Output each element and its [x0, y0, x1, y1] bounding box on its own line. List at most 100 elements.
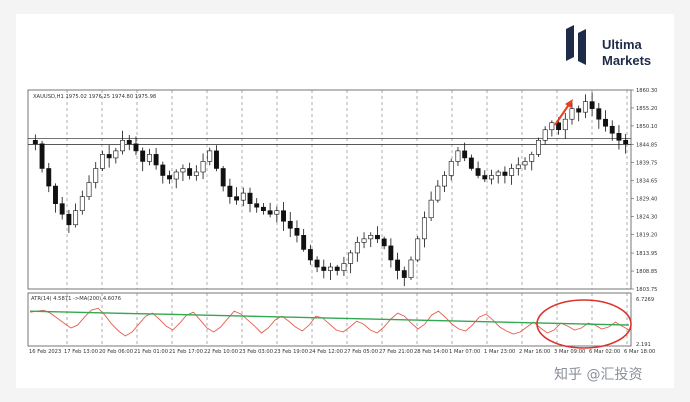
candle-body [475, 168, 481, 176]
candle-body [375, 235, 380, 240]
candle-body [509, 168, 515, 176]
x-tick-label: 24 Feb 12:00 [309, 349, 343, 355]
candle-body [294, 227, 300, 236]
candle-body [254, 203, 260, 208]
y-tick-label: 1850.10 [636, 124, 657, 130]
candle-body [361, 238, 367, 243]
y-tick-label: 1839.75 [636, 160, 657, 166]
price-axis-ticks: 1860.30 1855.20 1850.10 1844.85 1839.75 1834.… [631, 88, 657, 293]
x-tick-label: 23 Feb 19:00 [274, 349, 308, 355]
y-tick-label: 1834.65 [636, 178, 657, 184]
x-tick-label: 23 Feb 03:00 [239, 349, 273, 355]
candle-body [120, 140, 126, 152]
candle-body [146, 154, 152, 162]
y-tick-label: 1829.40 [636, 197, 657, 203]
candle-body [408, 259, 414, 278]
candle-body [106, 154, 112, 159]
candle-body [193, 171, 199, 176]
candle-body [435, 185, 441, 201]
candle-body [267, 210, 273, 215]
candle-body [200, 161, 206, 173]
ultima-logo-icon [566, 25, 586, 65]
candle-body [368, 235, 374, 240]
horizontal-levels [28, 138, 631, 145]
brand-name: Ultima Markets [602, 37, 652, 68]
candle-body [334, 266, 340, 271]
candle-body [79, 196, 85, 212]
x-tick-label: 28 Feb 14:00 [414, 349, 448, 355]
candle-body [227, 185, 233, 197]
y-tick-label: 1819.20 [636, 233, 657, 239]
x-tick-label: 2 Mar 16:00 [519, 349, 550, 355]
candle-body [535, 140, 541, 155]
y-tick-label: 1855.20 [636, 106, 657, 112]
candle-body [482, 175, 488, 180]
candle-body [395, 259, 401, 271]
candle-body [314, 259, 320, 268]
candle-body [140, 150, 146, 162]
x-tick-label: 17 Feb 13:00 [64, 349, 98, 355]
candle-body [421, 217, 427, 240]
atr-ma-line [29, 310, 630, 326]
candle-body [133, 143, 139, 152]
candle-body [160, 164, 166, 176]
x-tick-label: 6 Mar 18:00 [624, 349, 655, 355]
candle-body [153, 154, 159, 166]
x-tick-label: 22 Feb 10:00 [204, 349, 238, 355]
x-tick-label: 21 Feb 01:00 [134, 349, 168, 355]
candle-body [328, 266, 333, 271]
candle-body [448, 161, 454, 176]
x-tick-label: 27 Feb 21:00 [379, 349, 413, 355]
candle-body [53, 185, 58, 204]
indicator-axis-ticks: 6.7269 2.191 [636, 297, 654, 348]
candle-body [468, 157, 474, 169]
candle-body [442, 175, 447, 187]
candle-body [354, 242, 360, 254]
candle-body [502, 171, 508, 176]
atr-line [29, 307, 630, 337]
candle-body [341, 263, 347, 271]
candle-body [66, 213, 72, 226]
candle-body [549, 122, 555, 131]
candles [32, 92, 629, 287]
candle-body [589, 101, 595, 109]
candle-body [167, 175, 172, 180]
indicator-tick-label: 2.191 [636, 342, 651, 348]
x-tick-label: 1 Mar 23:00 [484, 349, 515, 355]
time-axis-ticks: 16 Feb 2023 17 Feb 13:00 20 Feb 06:00 21 Fe… [29, 349, 655, 355]
candle-body [301, 235, 307, 250]
candle-body [46, 168, 52, 187]
candle-body [287, 220, 293, 229]
candle-body [240, 192, 246, 201]
candle-body [321, 266, 327, 271]
candle-body [281, 210, 286, 222]
brand-logo: Ultima Markets [566, 25, 676, 69]
y-tick-label: 1824.30 [636, 215, 657, 221]
x-tick-label: 3 Mar 09:00 [554, 349, 585, 355]
candle-body [576, 108, 582, 113]
highlight-ellipse [536, 299, 632, 349]
candle-body [207, 150, 213, 162]
price-pane [27, 89, 632, 290]
candle-body [556, 122, 562, 131]
candle-body [455, 150, 461, 162]
candle-body [93, 168, 99, 183]
candle-body [214, 150, 219, 169]
candle-body [234, 196, 240, 201]
y-tick-label: 1808.85 [636, 269, 657, 275]
candle-body [180, 168, 186, 173]
candle-body [32, 140, 38, 145]
x-tick-label: 21 Feb 17:00 [169, 349, 203, 355]
price-header: XAUUSD,H1 1975.02 1976.25 1974.80 1975.9… [33, 94, 156, 100]
candle-body [348, 252, 354, 264]
indicator-lines [29, 307, 630, 337]
candle-body [609, 125, 615, 134]
candle-body [86, 182, 92, 197]
candle-body [247, 192, 253, 204]
candle-body [274, 210, 280, 215]
candle-body [616, 132, 622, 141]
indicator-tick-label: 6.7269 [636, 297, 654, 303]
indicator-header: ATR(14) 4.5871 ->MA(200) 4.6076 [31, 296, 121, 302]
candle-body [623, 140, 629, 145]
candle-body [113, 150, 119, 159]
